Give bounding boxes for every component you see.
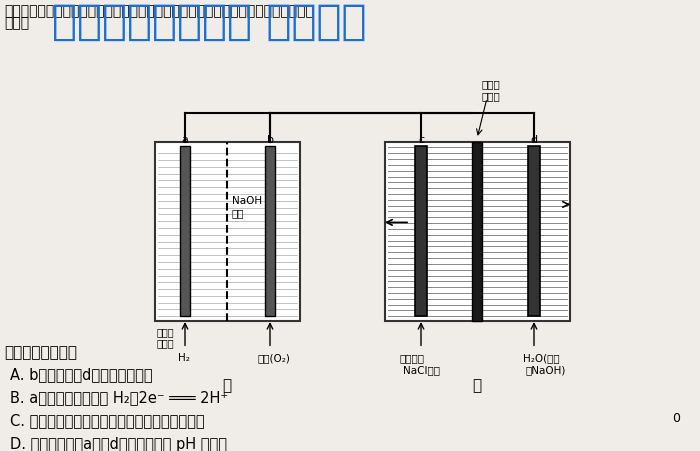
Bar <box>265 147 275 317</box>
Text: H₂: H₂ <box>178 352 190 362</box>
Text: 交换膜: 交换膜 <box>157 338 174 348</box>
Bar <box>528 147 540 317</box>
Text: b: b <box>267 134 274 144</box>
Text: 交换膜: 交换膜 <box>482 91 500 101</box>
Text: 利用氢气燃料电池作为电源应用于氯碑工业的原理如图所示，图中所有电极均为惰性: 利用氢气燃料电池作为电源应用于氯碑工业的原理如图所示，图中所有电极均为惰性 <box>4 4 314 18</box>
Text: B. a极的电极反应式为 H₂－2e⁻ ═══ 2H⁺: B. a极的电极反应式为 H₂－2e⁻ ═══ 2H⁺ <box>10 389 228 404</box>
Text: 阳离子: 阳离子 <box>157 326 174 336</box>
Text: 阳离子: 阳离子 <box>482 79 500 89</box>
Text: 微信公众号关注： 趣找答案: 微信公众号关注： 趣找答案 <box>52 1 367 43</box>
Text: C. 甲、乙中阳离子均从左向右通过阳离子交换膜: C. 甲、乙中阳离子均从左向右通过阳离子交换膜 <box>10 412 204 428</box>
Bar <box>155 143 300 322</box>
Text: d: d <box>531 134 538 144</box>
Text: 空气(O₂): 空气(O₂) <box>257 352 290 362</box>
Text: 精制饱和: 精制饱和 <box>400 352 425 362</box>
Text: 溶液: 溶液 <box>232 207 244 218</box>
Text: 电极。: 电极。 <box>4 16 29 30</box>
Text: c: c <box>418 134 424 144</box>
Bar <box>472 143 482 322</box>
Text: 下列说法正确的是: 下列说法正确的是 <box>4 345 77 359</box>
Text: a: a <box>181 134 188 144</box>
Text: A. b极为正极，d极发生氧化反应: A. b极为正极，d极发生氧化反应 <box>10 366 153 381</box>
Text: 乙: 乙 <box>473 377 482 392</box>
Bar <box>415 147 427 317</box>
Text: H₂O(含少: H₂O(含少 <box>523 352 559 362</box>
Bar <box>385 143 570 322</box>
Text: NaCl溶液: NaCl溶液 <box>403 364 440 374</box>
Text: NaOH: NaOH <box>232 196 262 206</box>
Text: D. 一段时间后，a极和d极附近溶液的 pH 均增大: D. 一段时间后，a极和d极附近溶液的 pH 均增大 <box>10 436 227 451</box>
Text: 量NaOH): 量NaOH) <box>526 364 566 374</box>
Text: 0: 0 <box>672 411 680 424</box>
Bar <box>180 147 190 317</box>
Text: 甲: 甲 <box>223 377 232 392</box>
